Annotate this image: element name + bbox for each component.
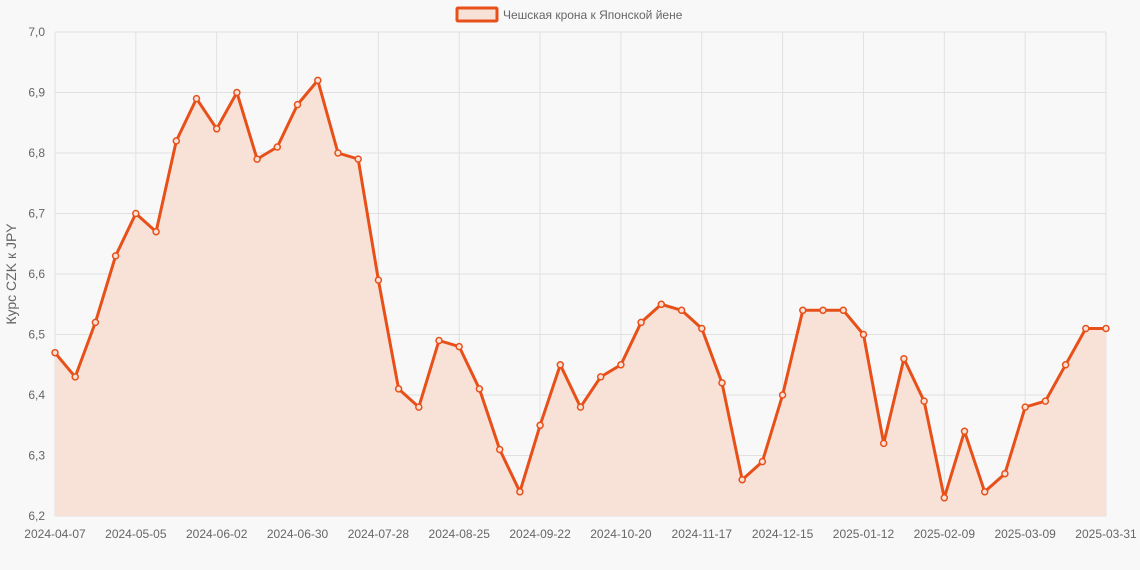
data-point[interactable] [778,391,787,399]
data-point[interactable] [516,488,524,496]
x-tick-label: 2024-07-28 [348,527,410,541]
data-point[interactable] [738,475,746,484]
data-point[interactable] [152,227,160,236]
y-tick-label: 6,8 [28,146,45,160]
data-point[interactable] [374,276,383,284]
data-point[interactable] [617,361,625,369]
data-point[interactable] [495,445,504,454]
x-tick-label: 2024-10-20 [590,527,652,541]
data-point[interactable] [839,306,848,315]
y-tick-label: 6,7 [28,207,45,221]
area-fill [55,80,1106,517]
data-point[interactable] [920,397,928,405]
data-point[interactable] [819,306,827,315]
data-point[interactable] [718,379,726,387]
y-tick-label: 6,2 [28,509,45,523]
data-point[interactable] [698,324,706,333]
data-point[interactable] [596,373,605,381]
data-point[interactable] [1061,361,1070,369]
data-point[interactable] [940,494,949,502]
data-point[interactable] [677,306,686,315]
data-point[interactable] [657,300,666,309]
data-point[interactable] [1021,403,1029,411]
data-point[interactable] [314,76,322,85]
x-axis-ticks: 2024-04-07 2024-05-05 2024-06-02 2024-06-30… [24,527,1137,541]
data-point[interactable] [879,439,888,448]
data-point[interactable] [71,373,79,381]
data-point[interactable] [455,342,463,351]
area-path [55,80,1106,517]
x-tick-label: 2025-02-09 [914,527,976,541]
data-point[interactable] [233,88,241,97]
data-point[interactable] [960,427,969,436]
legend-swatch[interactable] [455,6,499,23]
data-point[interactable] [637,318,645,327]
data-point[interactable] [212,125,221,133]
x-tick-label: 2024-06-02 [186,527,248,541]
data-point[interactable] [132,209,140,218]
data-point[interactable] [1082,324,1090,333]
y-tick-label: 6,9 [28,86,45,100]
data-point[interactable] [475,385,484,393]
y-tick-label: 6,6 [28,267,45,281]
data-point[interactable] [556,361,565,369]
data-point[interactable] [758,457,767,466]
data-point[interactable] [415,403,423,411]
legend[interactable]: Чешская крона к Японской йене [455,6,683,23]
x-tick-label: 2024-09-22 [509,527,571,541]
y-axis-title: Курс CZK к JPY [3,223,19,325]
data-point[interactable] [51,348,59,357]
data-point[interactable] [1001,469,1009,478]
data-point[interactable] [435,336,443,345]
data-point[interactable] [900,354,908,363]
y-axis-ticks: 7,0 6,9 6,8 6,7 6,6 6,5 6,4 6,3 6,2 [28,25,45,523]
data-point[interactable] [293,100,302,109]
x-tick-label: 2025-01-12 [833,527,895,541]
data-point[interactable] [172,137,181,145]
x-tick-label: 2025-03-09 [994,527,1056,541]
x-tick-label: 2025-03-31 [1075,527,1137,541]
data-point[interactable] [1102,324,1110,333]
x-tick-label: 2024-08-25 [429,527,491,541]
x-tick-label: 2024-11-17 [672,527,733,541]
data-point[interactable] [536,421,544,430]
x-tick-label: 2024-12-15 [752,527,814,541]
data-point[interactable] [1041,397,1050,405]
data-point[interactable] [192,94,201,103]
legend-label[interactable]: Чешская крона к Японской йене [503,8,683,22]
y-tick-label: 6,5 [28,328,45,342]
x-tick-label: 2024-06-30 [267,527,329,541]
y-tick-label: 6,3 [28,449,45,463]
x-tick-label: 2024-05-05 [105,527,167,541]
data-point[interactable] [334,149,342,157]
y-tick-label: 7,0 [28,25,45,39]
data-point[interactable] [91,318,100,327]
data-point[interactable] [799,306,807,315]
data-point[interactable] [354,155,362,163]
data-points [51,76,1110,502]
y-tick-label: 6,4 [28,388,45,402]
data-point[interactable] [273,143,282,151]
data-point[interactable] [394,385,403,393]
data-point[interactable] [980,488,989,496]
data-point[interactable] [859,330,868,339]
x-tick-label: 2024-04-07 [24,527,86,541]
data-point[interactable] [253,155,261,163]
data-point[interactable] [576,403,585,411]
data-point[interactable] [111,252,120,260]
